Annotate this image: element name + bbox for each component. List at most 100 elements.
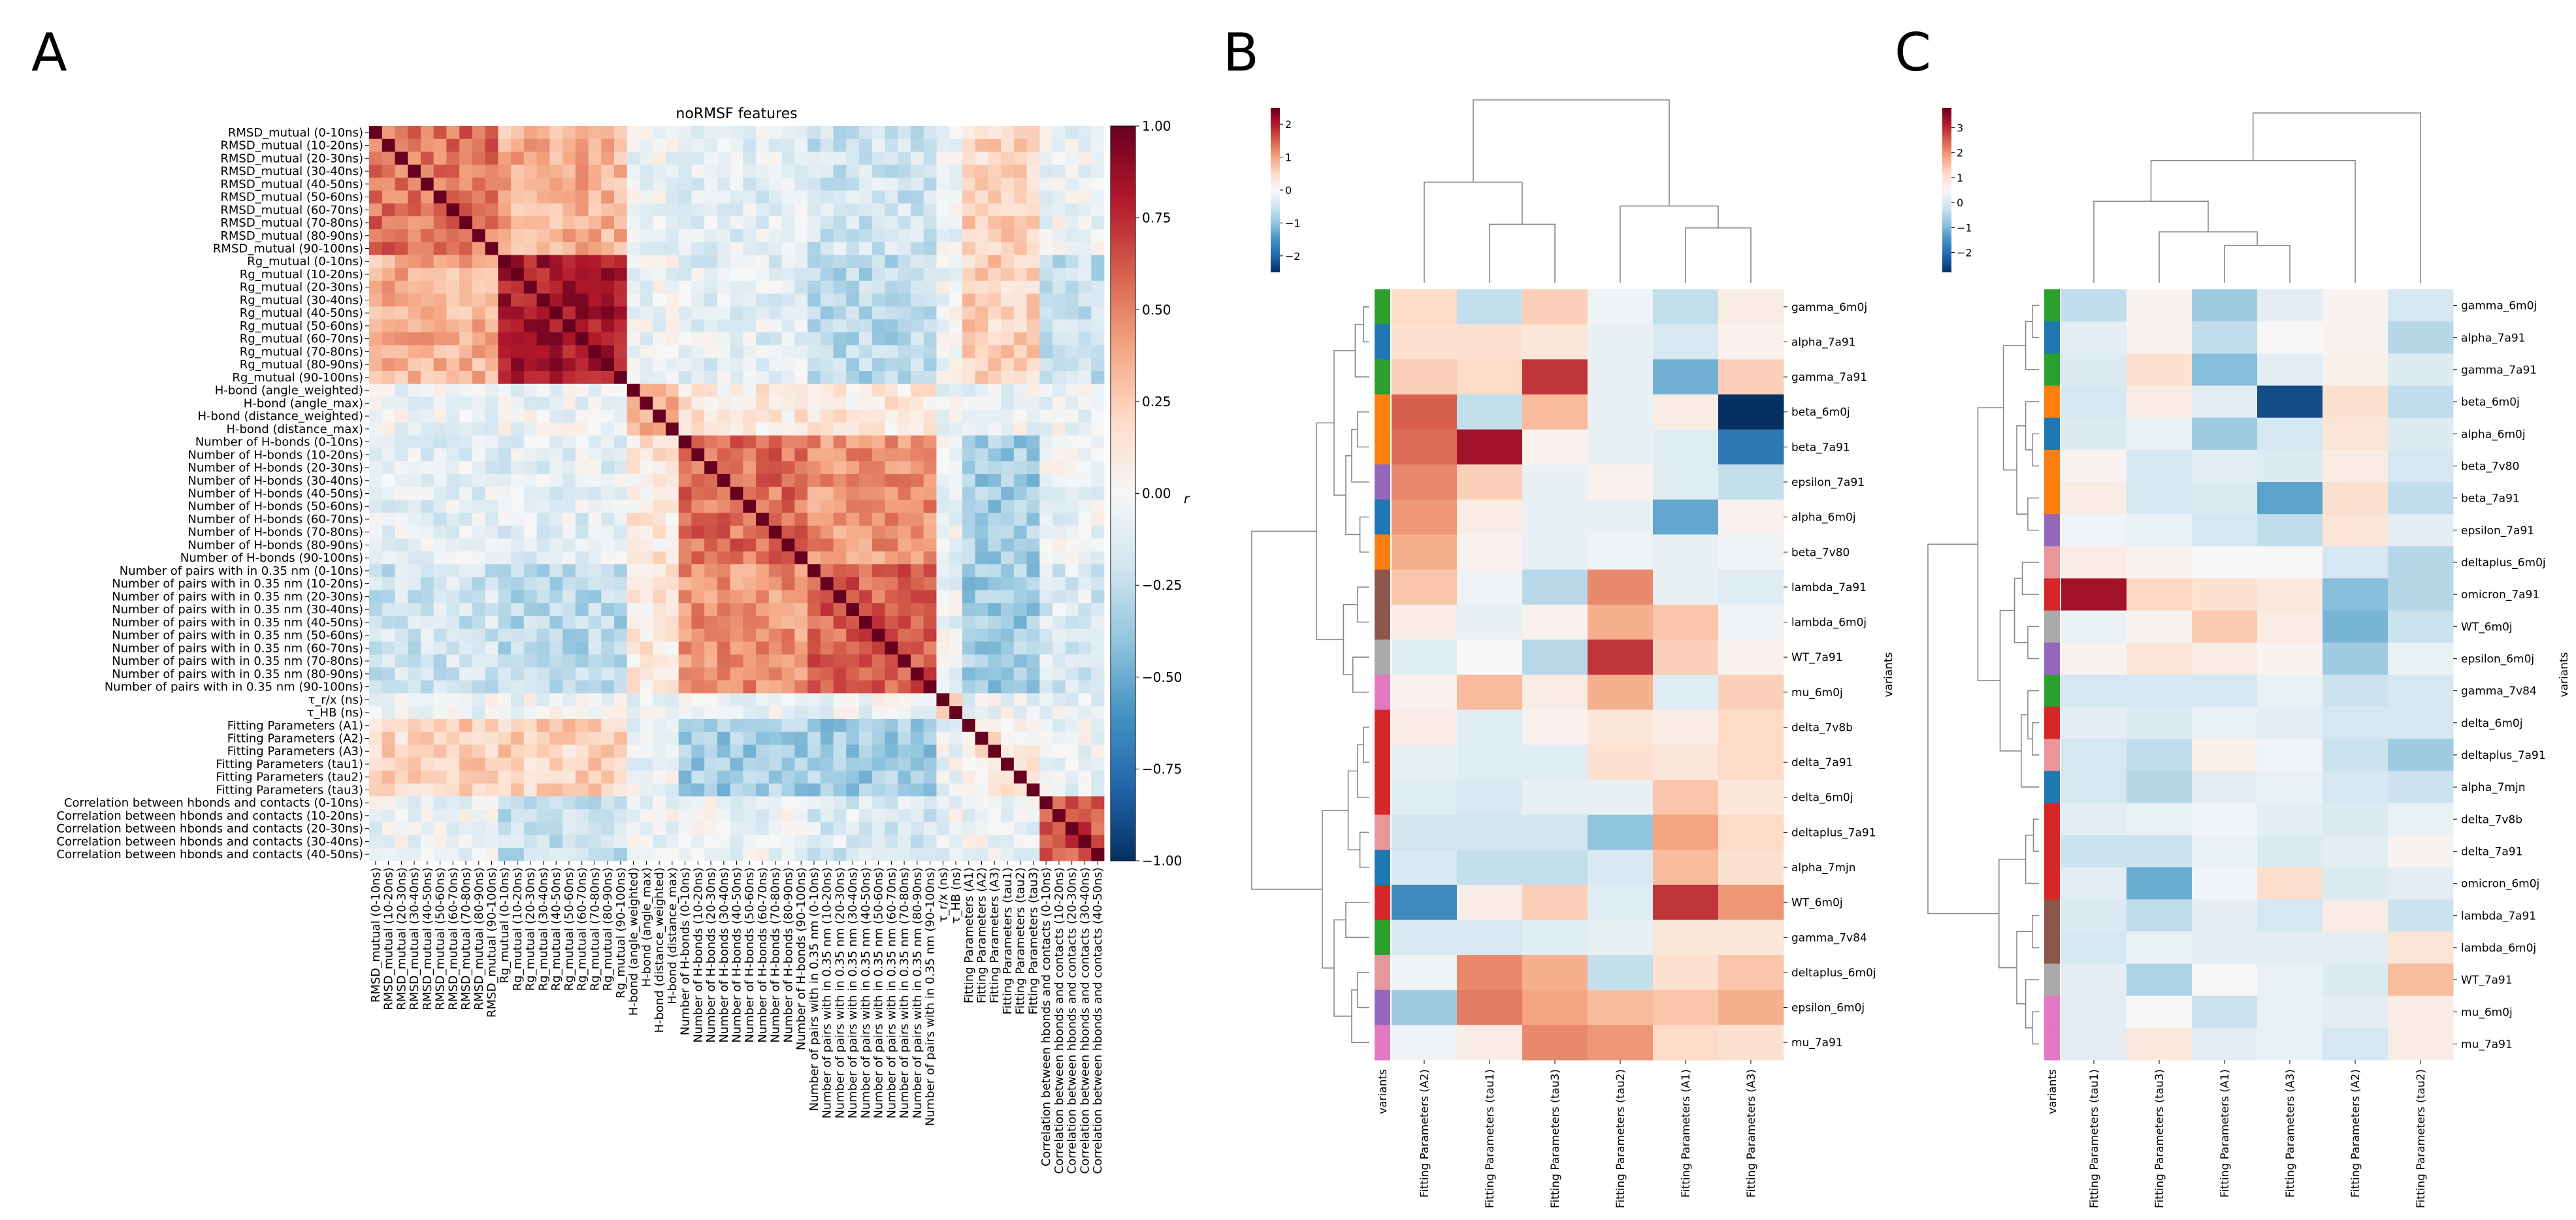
- heatmap-cell: [382, 745, 395, 758]
- heatmap-cell: [1039, 616, 1053, 630]
- heatmap-cell: [678, 745, 692, 758]
- heatmap-cell: [949, 280, 963, 294]
- heatmap-cell: [678, 783, 692, 797]
- heatmap-cell: [794, 758, 808, 771]
- heatmap-cell: [459, 293, 473, 307]
- heatmap-cell: [369, 293, 383, 307]
- heatmap-cell: [923, 796, 937, 810]
- column-label: Fitting Parameters (tau3): [2153, 1069, 2166, 1208]
- heatmap-cell: [2257, 321, 2323, 354]
- heatmap-cell: [1065, 435, 1079, 449]
- heatmap-cell: [433, 745, 447, 758]
- heatmap-cell: [653, 693, 666, 707]
- heatmap-cell: [898, 551, 911, 565]
- heatmap-cell: [420, 383, 434, 397]
- heatmap-cell: [433, 345, 447, 359]
- heatmap-cell: [898, 796, 911, 810]
- heatmap-cell: [730, 126, 743, 140]
- heatmap-cell: [923, 216, 937, 230]
- heatmap-cell: [2127, 739, 2193, 771]
- variant-color-cell: [2044, 803, 2060, 836]
- heatmap-cell: [446, 590, 460, 603]
- heatmap-cell: [743, 474, 757, 488]
- heatmap-cell: [691, 216, 705, 230]
- variant-color-cell: [1375, 324, 1390, 360]
- heatmap-cell: [975, 538, 988, 552]
- heatmap-cell: [511, 525, 525, 539]
- heatmap-cell: [962, 731, 976, 745]
- heatmap-cell: [523, 371, 537, 385]
- heatmap-cell: [485, 152, 498, 165]
- panel-b-clustermap: variantsgamma_6m0jalpha_7a91gamma_7a91be…: [1251, 99, 1895, 1208]
- heatmap-cell: [898, 332, 911, 345]
- heatmap-cell: [859, 796, 873, 810]
- heatmap-cell: [833, 835, 847, 848]
- heatmap-cell: [665, 718, 679, 733]
- heatmap-cell: [1052, 383, 1066, 397]
- heatmap-cell: [536, 371, 550, 385]
- heatmap-cell: [1091, 280, 1105, 294]
- heatmap-cell: [859, 138, 873, 152]
- heatmap-cell: [1091, 306, 1105, 320]
- heatmap-cell: [420, 513, 434, 526]
- heatmap-cell: [1039, 203, 1053, 217]
- heatmap-cell: [627, 758, 640, 771]
- heatmap-cell: [2061, 353, 2127, 386]
- heatmap-cell: [743, 822, 757, 835]
- heatmap-cell: [614, 822, 628, 835]
- heatmap-cell: [756, 693, 770, 707]
- heatmap-cell: [885, 731, 898, 745]
- heatmap-cell: [975, 203, 988, 217]
- heatmap-cell: [1091, 383, 1105, 397]
- heatmap-cell: [807, 190, 821, 204]
- heatmap-cell: [1013, 461, 1027, 475]
- heatmap-cell: [511, 693, 525, 707]
- heatmap-cell: [523, 268, 537, 281]
- heatmap-cell: [820, 422, 834, 436]
- heatmap-cell: [1653, 814, 1719, 850]
- heatmap-cell: [949, 461, 963, 475]
- heatmap-cell: [2061, 546, 2127, 579]
- heatmap-cell: [575, 848, 589, 861]
- heatmap-cell: [588, 616, 602, 630]
- heatmap-cell: [1039, 745, 1053, 758]
- heatmap-cell: [1065, 396, 1079, 410]
- heatmap-cell: [846, 229, 860, 243]
- heatmap-cell: [562, 577, 576, 590]
- heatmap-cell: [885, 435, 898, 449]
- heatmap-cell: [872, 396, 885, 410]
- heatmap-cell: [459, 513, 473, 526]
- heatmap-cell: [846, 409, 860, 423]
- heatmap-cell: [936, 319, 950, 333]
- heatmap-cell: [640, 770, 653, 784]
- variant-color-cell: [2044, 867, 2060, 900]
- heatmap-cell: [949, 731, 963, 745]
- heatmap-cell: [562, 628, 576, 642]
- heatmap-cell: [743, 654, 757, 668]
- heatmap-cell: [898, 654, 911, 668]
- heatmap-cell: [988, 422, 1002, 436]
- variant-color-cell: [1375, 570, 1390, 605]
- row-label: epsilon_6m0j: [2461, 652, 2534, 666]
- heatmap-cell: [1026, 203, 1040, 217]
- heatmap-cell: [588, 306, 602, 320]
- heatmap-cell: [781, 745, 795, 758]
- heatmap-cell: [601, 448, 615, 462]
- heatmap-cell: [743, 345, 757, 359]
- heatmap-cell: [1065, 293, 1079, 307]
- heatmap-cell: [1065, 551, 1079, 565]
- heatmap-cell: [536, 641, 550, 655]
- heatmap-cell: [885, 177, 898, 191]
- heatmap-cell: [794, 835, 808, 848]
- heatmap-cell: [1588, 675, 1654, 711]
- heatmap-cell: [975, 126, 988, 140]
- heatmap-cell: [653, 345, 666, 359]
- heatmap-cell: [433, 577, 447, 590]
- heatmap-cell: [536, 396, 550, 410]
- heatmap-cell: [562, 693, 576, 707]
- heatmap-cell: [1718, 534, 1784, 570]
- heatmap-cell: [781, 229, 795, 243]
- heatmap-cell: [1001, 345, 1015, 359]
- heatmap-cell: [2323, 739, 2389, 771]
- heatmap-cell: [472, 564, 486, 578]
